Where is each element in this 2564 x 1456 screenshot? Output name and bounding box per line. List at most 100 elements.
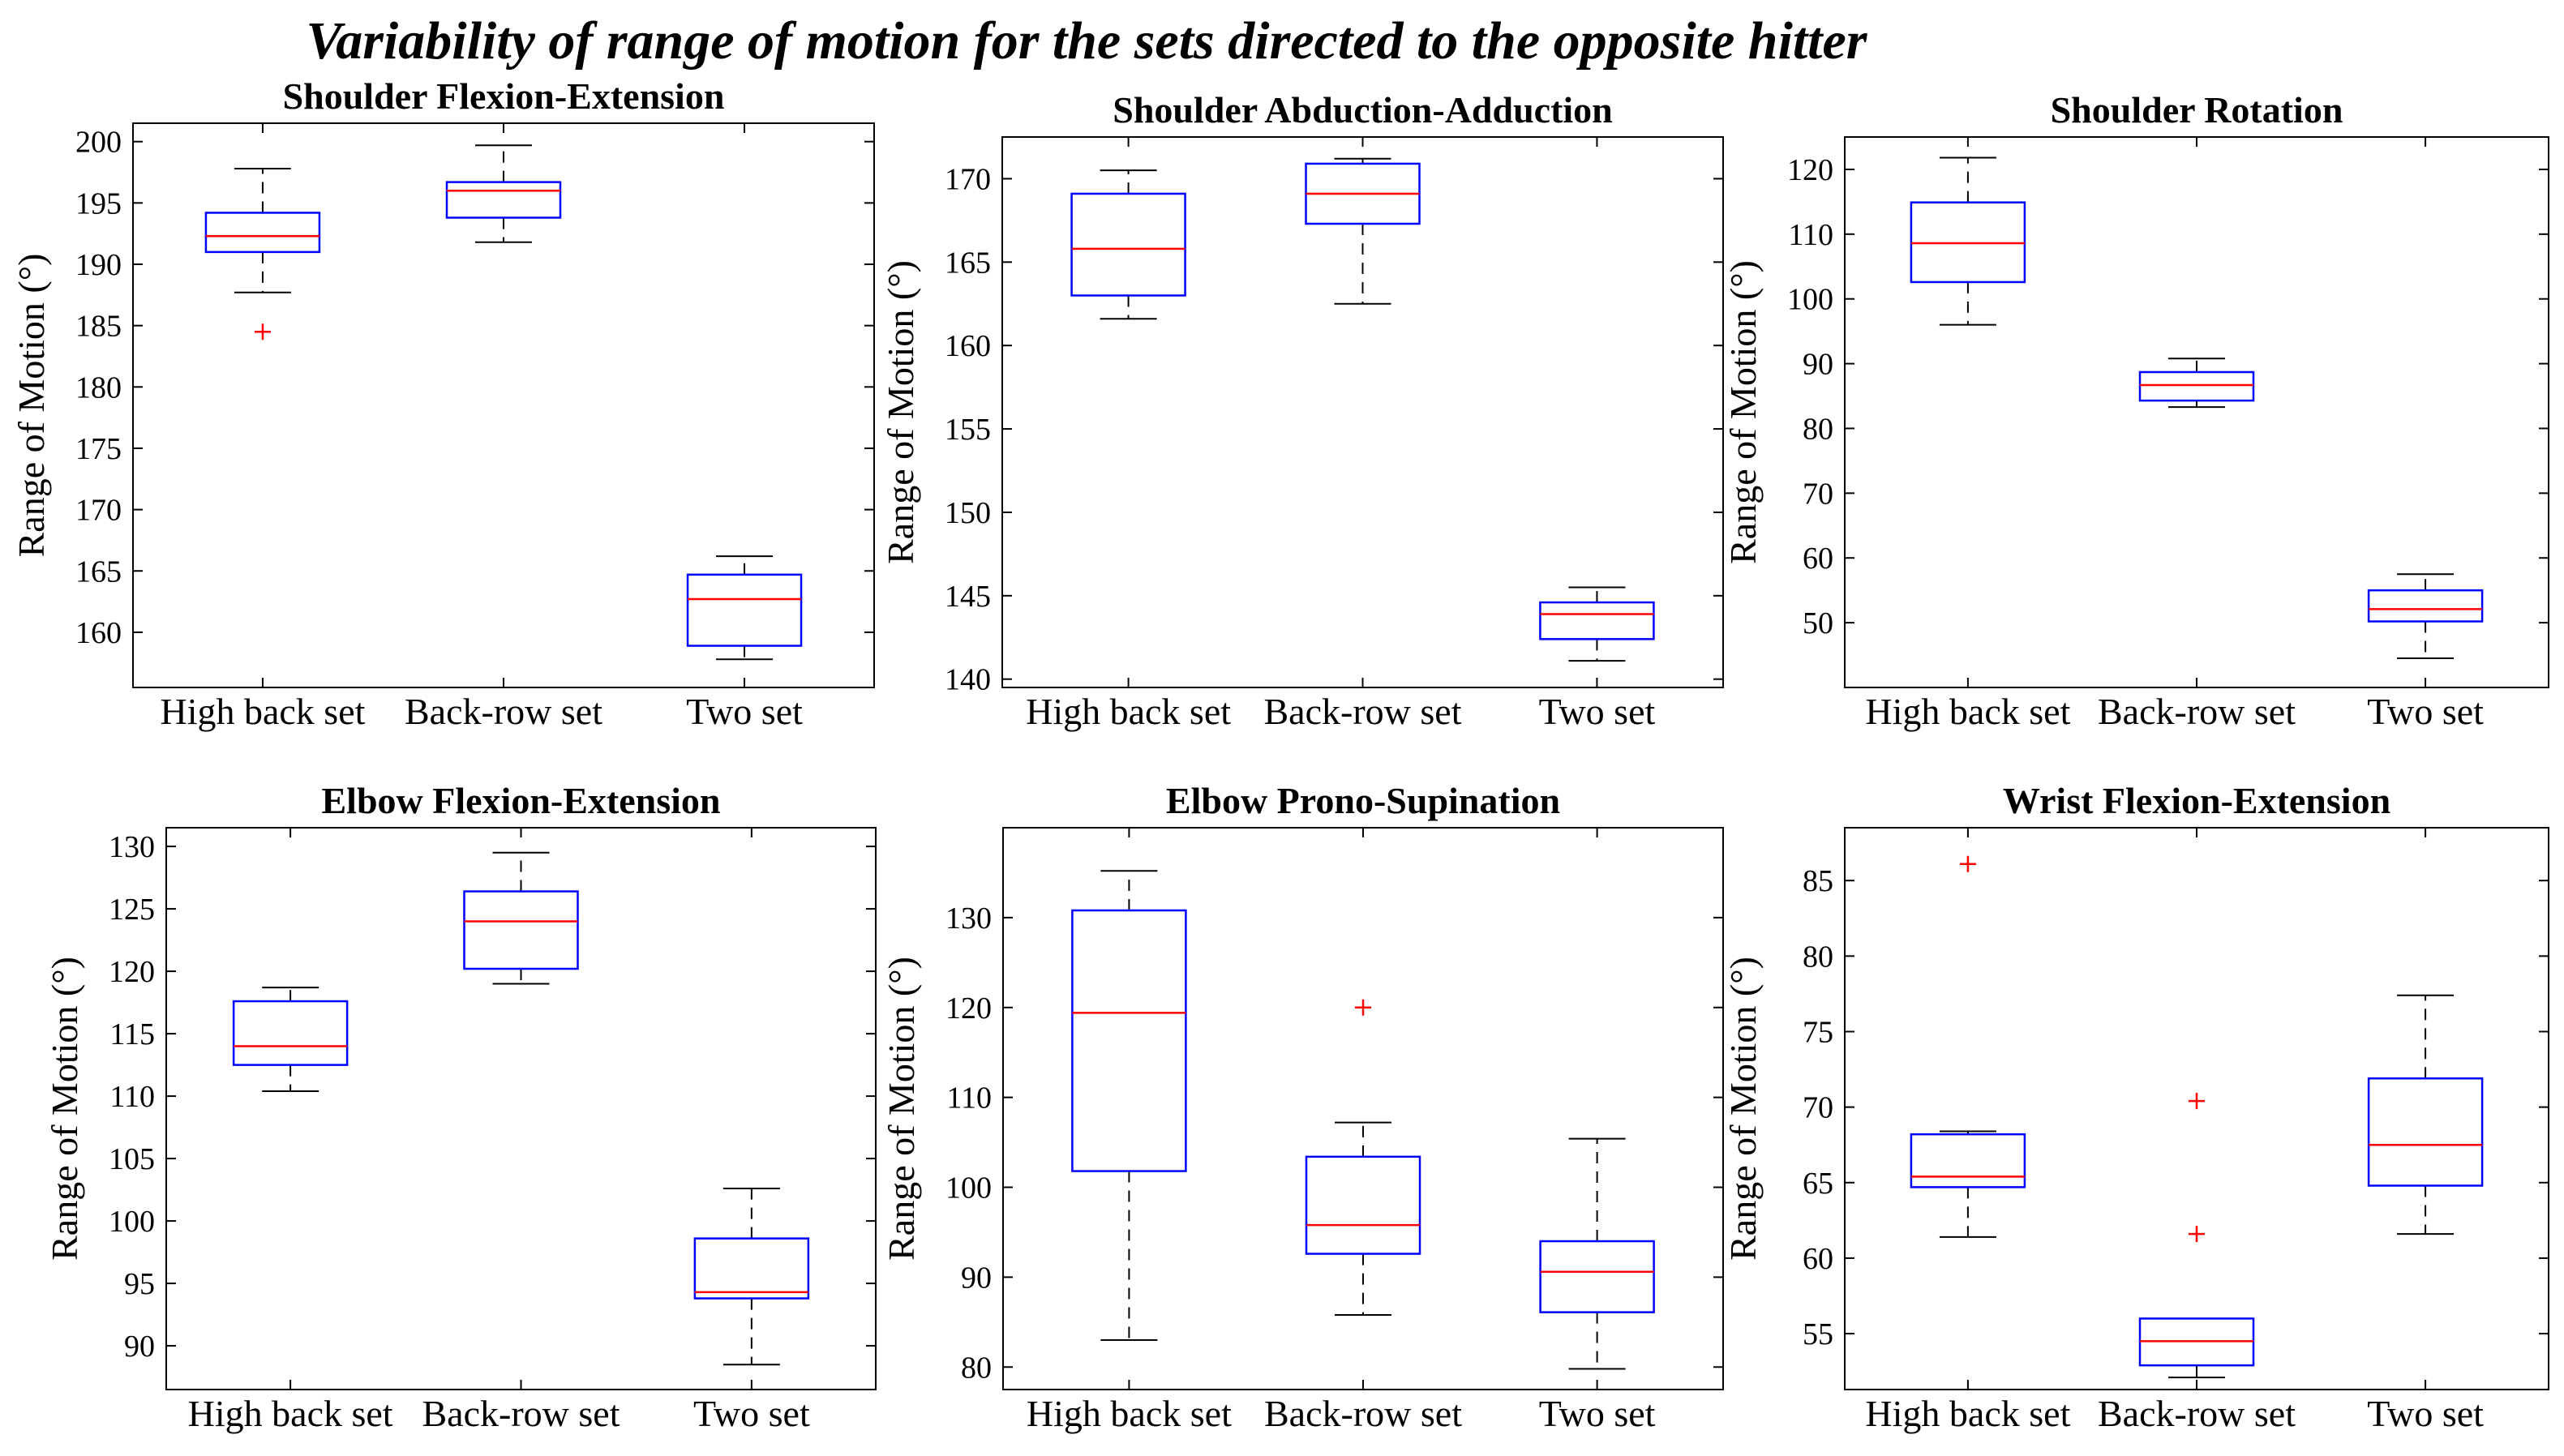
plot-frame bbox=[1001, 136, 1724, 688]
y-axis-label: Range of Motion (°) bbox=[11, 254, 52, 558]
x-tick-label: High back set bbox=[1865, 1393, 2070, 1434]
y-tick-label: 160 bbox=[945, 329, 991, 363]
y-tick-label: 170 bbox=[75, 494, 122, 528]
y-tick-label: 120 bbox=[109, 955, 155, 989]
iqr-box bbox=[1305, 1155, 1421, 1255]
box-plot-high-back-set bbox=[204, 167, 321, 340]
y-tick-label: 70 bbox=[1803, 477, 1833, 511]
chart-panel-1: Shoulder Flexion-Extension Range of Motio… bbox=[11, 75, 875, 732]
chart-title: Elbow Prono-Supination bbox=[1166, 780, 1560, 821]
iqr-box bbox=[686, 573, 803, 647]
x-tick-label: Back-row set bbox=[405, 691, 602, 732]
box-plot-back-row-set bbox=[2138, 358, 2255, 409]
y-tick-label: 200 bbox=[75, 126, 122, 160]
x-tick-label: High back set bbox=[1027, 1393, 1232, 1434]
box-plot-two-set bbox=[1539, 586, 1655, 662]
y-tick-label: 80 bbox=[961, 1351, 992, 1385]
chart-panels: Shoulder Flexion-Extension Range of Motio… bbox=[11, 75, 2549, 1434]
y-tick-label: 90 bbox=[124, 1330, 155, 1364]
box-plot-back-row-set bbox=[463, 851, 579, 985]
chart-title: Wrist Flexion-Extension bbox=[2003, 780, 2390, 821]
box-plot-two-set bbox=[2367, 573, 2484, 660]
box-plot-two-set bbox=[693, 1188, 810, 1366]
iqr-box bbox=[232, 1000, 349, 1066]
y-tick-label: 65 bbox=[1803, 1167, 1833, 1201]
x-tick-label: Back-row set bbox=[1264, 1393, 1462, 1434]
x-tick-label: Two set bbox=[693, 1393, 810, 1434]
iqr-box bbox=[204, 212, 321, 254]
y-axis-label: Range of Motion (°) bbox=[880, 260, 921, 564]
iqr-box bbox=[2138, 370, 2255, 402]
chart-title: Shoulder Rotation bbox=[2051, 89, 2343, 131]
iqr-box bbox=[445, 181, 562, 219]
y-tick-label: 110 bbox=[109, 1080, 155, 1114]
box-plot-two-set bbox=[1539, 1137, 1655, 1370]
x-tick-label: Back-row set bbox=[422, 1393, 620, 1434]
box-plot-back-row-set bbox=[445, 144, 562, 243]
y-tick-label: 100 bbox=[109, 1205, 155, 1239]
iqr-box bbox=[2367, 1077, 2484, 1187]
iqr-box bbox=[1539, 601, 1655, 640]
x-tick-label: Back-row set bbox=[2098, 1393, 2296, 1434]
y-tick-label: 55 bbox=[1803, 1317, 1833, 1351]
outlier-marker bbox=[1959, 855, 1976, 872]
box-plot-high-back-set bbox=[1910, 855, 2026, 1238]
box-plot-back-row-set bbox=[1305, 157, 1421, 305]
y-tick-label: 185 bbox=[75, 310, 122, 344]
y-tick-label: 130 bbox=[109, 830, 155, 864]
outlier-marker bbox=[2189, 1226, 2205, 1243]
chart-panel-2: Shoulder Abduction-Adduction Range of Mot… bbox=[880, 89, 1724, 732]
y-axis-label: Range of Motion (°) bbox=[1722, 957, 1764, 1261]
y-tick-label: 95 bbox=[124, 1267, 155, 1301]
y-tick-label: 190 bbox=[75, 248, 122, 282]
plot-frame bbox=[132, 122, 875, 688]
y-tick-label: 90 bbox=[961, 1261, 992, 1295]
box-plot-back-row-set bbox=[2138, 1093, 2255, 1379]
y-tick-label: 80 bbox=[1803, 412, 1833, 446]
box-plot-two-set bbox=[686, 555, 803, 661]
y-tick-label: 155 bbox=[945, 413, 991, 447]
y-tick-label: 160 bbox=[75, 616, 122, 650]
y-tick-label: 100 bbox=[1787, 283, 1833, 317]
y-tick-label: 125 bbox=[109, 893, 155, 927]
box-plot-high-back-set bbox=[1070, 169, 1186, 320]
y-tick-label: 120 bbox=[945, 991, 992, 1026]
y-tick-label: 85 bbox=[1803, 864, 1833, 898]
y-axis-label: Range of Motion (°) bbox=[44, 957, 85, 1261]
y-tick-label: 150 bbox=[945, 496, 991, 530]
y-tick-label: 195 bbox=[75, 186, 122, 221]
y-tick-label: 130 bbox=[945, 901, 992, 936]
y-tick-label: 145 bbox=[945, 580, 991, 614]
chart-panel-4: Elbow Flexion-Extension Range of Motion (… bbox=[44, 780, 877, 1434]
x-tick-label: High back set bbox=[1865, 691, 2070, 732]
box-plot-high-back-set bbox=[232, 987, 349, 1092]
x-tick-label: High back set bbox=[160, 691, 365, 732]
box-plot-two-set bbox=[2367, 994, 2484, 1235]
chart-panel-6: Wrist Flexion-Extension Range of Motion (… bbox=[1722, 780, 2549, 1434]
y-tick-label: 90 bbox=[1803, 348, 1833, 382]
iqr-box bbox=[1070, 192, 1186, 297]
y-tick-label: 170 bbox=[945, 162, 991, 196]
y-tick-label: 60 bbox=[1803, 542, 1833, 576]
chart-panel-3: Shoulder Rotation Range of Motion (°) 50 60… bbox=[1722, 89, 2549, 732]
chart-panel-5: Elbow Prono-Supination Range of Motion (°… bbox=[881, 780, 1724, 1434]
x-tick-label: High back set bbox=[188, 1393, 393, 1434]
x-tick-label: Back-row set bbox=[1264, 691, 1462, 732]
y-tick-label: 50 bbox=[1803, 606, 1833, 640]
y-tick-label: 165 bbox=[75, 555, 122, 589]
y-tick-label: 175 bbox=[75, 432, 122, 466]
y-tick-label: 100 bbox=[945, 1171, 992, 1205]
x-tick-label: Two set bbox=[1539, 691, 1656, 732]
outlier-marker bbox=[1355, 999, 1371, 1016]
chart-title: Shoulder Flexion-Extension bbox=[283, 75, 725, 117]
y-tick-label: 70 bbox=[1803, 1091, 1833, 1125]
outlier-marker bbox=[254, 323, 271, 340]
y-tick-label: 75 bbox=[1803, 1015, 1833, 1049]
y-tick-label: 105 bbox=[109, 1142, 155, 1176]
x-tick-label: High back set bbox=[1026, 691, 1231, 732]
y-tick-label: 110 bbox=[946, 1081, 992, 1116]
iqr-box bbox=[2367, 589, 2484, 623]
chart-title: Elbow Flexion-Extension bbox=[321, 780, 720, 821]
y-tick-label: 60 bbox=[1803, 1242, 1833, 1276]
